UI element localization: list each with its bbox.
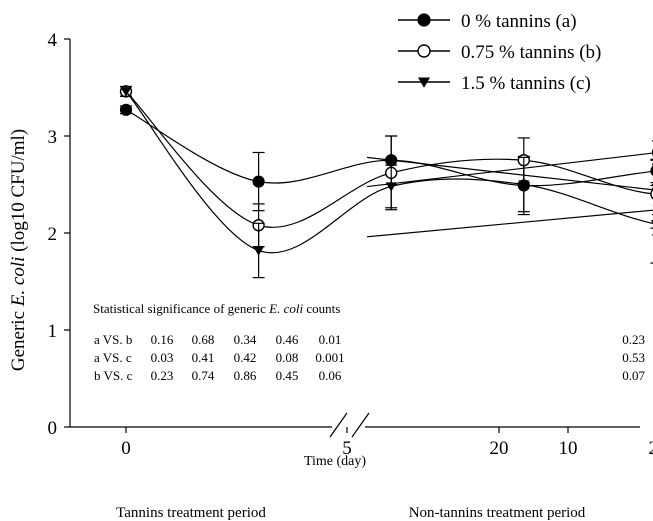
stats-value: 0.08 [276,350,299,365]
x-tick-label: 20 [490,438,509,459]
stats-row-label: a VS. b [94,332,132,347]
data-point [518,180,530,190]
x-tick-label: 0 [121,438,131,459]
stats-value-day25: 0.23 [622,332,645,347]
stats-value: 0.68 [192,332,215,347]
stats-value: 0.06 [319,368,342,383]
y-tick-label: 0 [48,418,58,439]
stats-value: 0.86 [234,368,257,383]
legend-marker [418,77,430,88]
data-point [650,220,653,224]
stats-title: Statistical significance of generic E. c… [93,301,340,316]
stats-value: 0.01 [319,332,342,347]
data-point [120,87,132,97]
y-tick-label: 2 [48,224,58,245]
legend-label: 0 % tannins (a) [461,11,577,32]
stats-value: 0.45 [276,368,299,383]
period-label-non-tannins: Non-tannins treatment period [409,505,586,521]
legend-label: 0.75 % tannins (b) [461,42,601,63]
series-line [125,90,653,228]
y-tick-label: 3 [48,127,58,148]
series-line [366,152,653,188]
series-line [125,90,653,254]
data-point [650,165,653,176]
stats-value: 0.34 [234,332,257,347]
x-axis-title: Time (day) [304,454,366,469]
stats-title-italic: E. coli [268,301,303,316]
y-axis-title-italic: E. coli [8,257,29,308]
stats-value: 0.001 [315,350,344,365]
y-tick-label: 4 [48,30,58,51]
stats-value: 0.74 [192,368,215,383]
series-line [366,209,653,238]
legend-marker [417,44,431,58]
plot-area: 0123405101520250 % tannins (a)0.75 % tan… [48,11,653,459]
data-point [119,103,133,116]
data-point [252,175,265,188]
y-axis-title: Generic E. coli (log10 CFU/ml) [8,129,29,371]
stats-value: 0.23 [151,368,174,383]
axis-break-mark [351,412,370,438]
y-axis-title-pre: Generic [8,306,29,371]
stats-row-label: a VS. c [94,350,132,365]
stats-title-post: counts [303,301,340,316]
data-point [253,246,265,256]
stats-value: 0.03 [151,350,174,365]
legend-marker [417,13,431,27]
legend-label: 1.5 % tannins (c) [461,73,591,94]
stats-row-label: b VS. c [94,368,133,383]
y-tick-label: 1 [48,321,58,342]
data-point [385,182,397,192]
y-axis-title-post: (log10 CFU/ml) [8,129,29,257]
svg-text:Generic E. coli (log10 CFU/ml): Generic E. coli (log10 CFU/ml) [8,129,29,371]
stats-value: 0.41 [192,350,215,365]
stats-value: 0.46 [276,332,299,347]
stats-value: 0.42 [234,350,257,365]
axis-break-mark [329,412,348,438]
x-tick-label: 10 [559,438,578,459]
stats-value: 0.16 [151,332,174,347]
period-label-tannins: Tannins treatment period [116,505,266,521]
data-point [650,189,653,200]
stats-value-day25: 0.53 [622,350,645,365]
x-tick-label: 25 [649,438,653,459]
stats-value-day25: 0.07 [622,368,645,383]
x-tick-label: 5 [342,438,352,459]
stats-title-pre: Statistical significance of generic [93,301,269,316]
series-line [366,156,653,191]
